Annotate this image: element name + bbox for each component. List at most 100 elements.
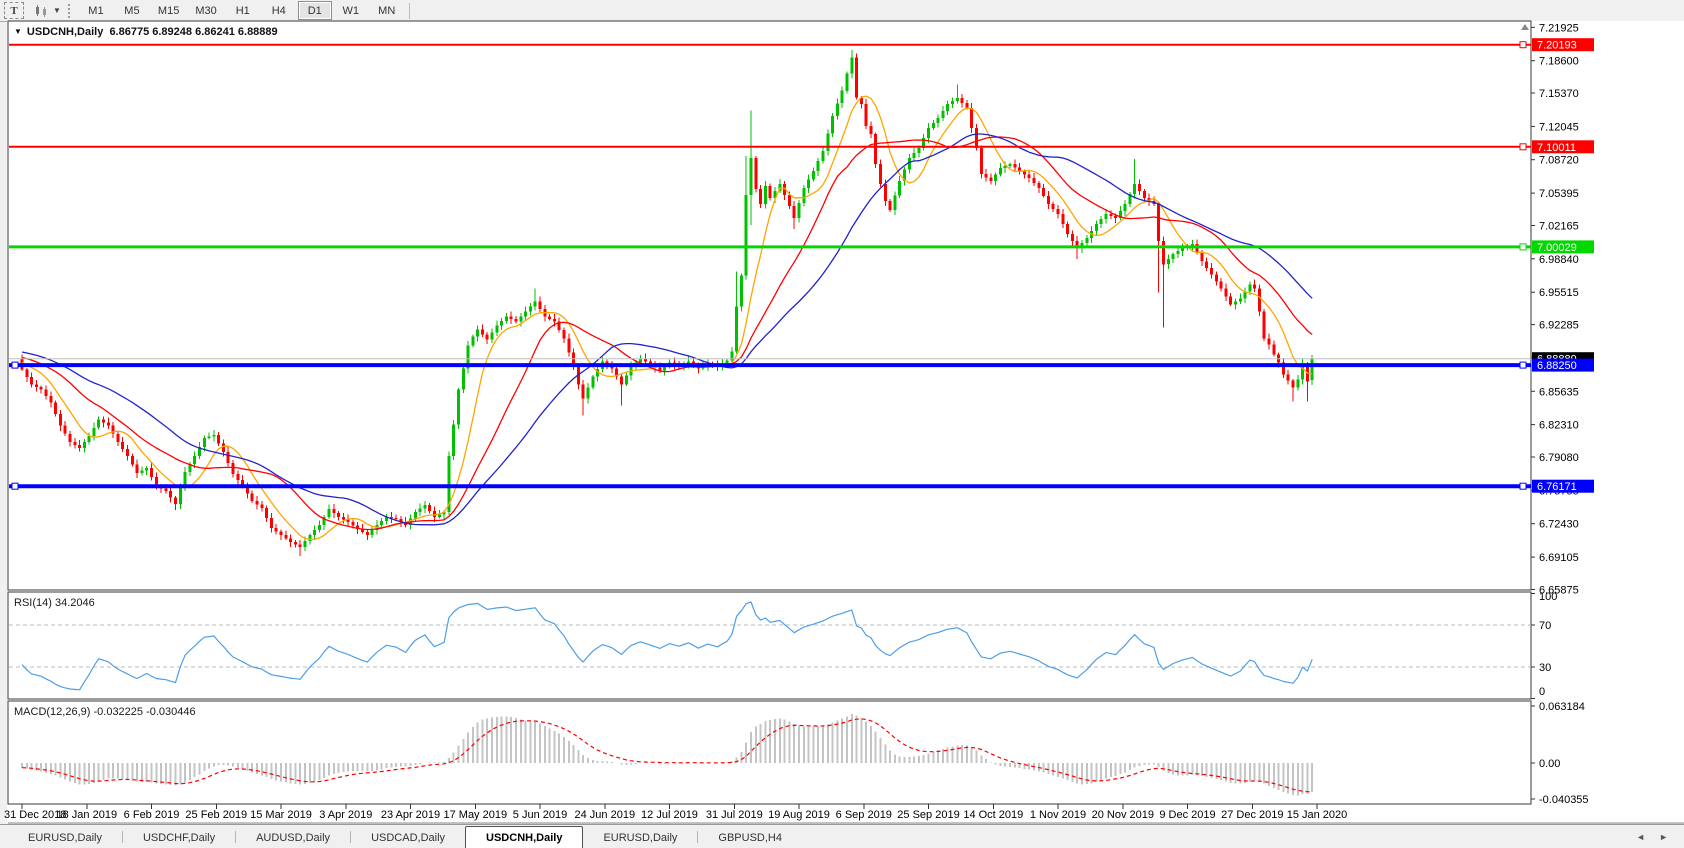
date-tick-label: 23 Apr 2019 [381, 809, 440, 821]
hline-6.76171[interactable] [9, 482, 1531, 490]
price-badge-7.10011: 7.10011 [1532, 140, 1594, 154]
date-tick-label: 14 Oct 2019 [963, 809, 1023, 821]
timeframe-button-m1[interactable]: M1 [88, 4, 104, 17]
symbol-period-label: USDCNH,Daily [26, 26, 104, 38]
candlestick-series [20, 50, 1314, 557]
price-tick-label: 6.98840 [1539, 254, 1579, 266]
date-tick-label: 18 Jan 2019 [57, 809, 118, 821]
price-tick-label: 7.02165 [1539, 221, 1579, 233]
date-tick-label: 6 Sep 2019 [836, 809, 892, 821]
timeframe-button-d1[interactable]: D1 [297, 1, 332, 20]
price-tick-label: 6.95515 [1539, 287, 1579, 299]
tab-separator [235, 831, 237, 843]
price-badge-7.00029: 7.00029 [1532, 240, 1594, 254]
chart-scroll-marker-icon[interactable] [1521, 24, 1529, 30]
timeframe-button-m30[interactable]: M30 [195, 4, 217, 17]
svg-text:6.76171: 6.76171 [1537, 481, 1577, 493]
hline-7.10011[interactable] [9, 143, 1531, 151]
tab-separator [121, 831, 123, 843]
date-tick-label: 12 Jul 2019 [641, 809, 698, 821]
chart-window-title: ▼ USDCNH,Daily 6.86775 6.89248 6.86241 6.… [14, 26, 278, 38]
macd-histogram [21, 714, 1314, 796]
date-tick-label: 19 Aug 2019 [768, 809, 830, 821]
price-badge-6.88250: 6.88250 [1532, 358, 1594, 372]
macd-tick-label: 0.063184 [1539, 701, 1585, 713]
price-badge-7.20193: 7.20193 [1532, 38, 1594, 52]
price-tick-label: 6.85635 [1539, 386, 1579, 398]
date-tick-label: 15 Jan 2020 [1287, 809, 1348, 821]
chart-tab-usdcnh-daily[interactable]: USDCNH,Daily [465, 826, 584, 848]
date-tick-label: 3 Apr 2019 [319, 809, 372, 821]
toolbar-grip[interactable] [67, 3, 74, 18]
date-tick-label: 20 Nov 2019 [1092, 809, 1154, 821]
hline-handle [1519, 482, 1527, 490]
hline-handle [1519, 361, 1527, 369]
tab-scroll-controls: ◄ ► [1636, 825, 1684, 848]
macd-signal-value: -0.030446 [146, 706, 196, 718]
price-tick-label: 6.79080 [1539, 452, 1579, 464]
date-tick-label: 25 Feb 2019 [185, 809, 247, 821]
svg-text:7.20193: 7.20193 [1537, 40, 1577, 52]
date-tick-label: 15 Mar 2019 [250, 809, 312, 821]
hline-handle [1519, 243, 1527, 251]
date-tick-label: 31 Dec 2018 [4, 809, 66, 821]
ohlc-quote: 6.86775 6.89248 6.86241 6.88889 [103, 26, 278, 38]
date-tick-label: 27 Dec 2019 [1221, 809, 1283, 821]
timeframe-button-h4[interactable]: H4 [271, 4, 286, 17]
rsi-tick-label: 70 [1539, 620, 1551, 632]
rsi-tick-label: 0 [1539, 686, 1545, 698]
timeframe-button-w1[interactable]: W1 [342, 4, 359, 17]
date-tick-label: 24 Jun 2019 [575, 809, 636, 821]
chart-tab-eurusd-daily[interactable]: EURUSD,Daily [28, 831, 102, 844]
ma-line-35 [21, 133, 1313, 526]
chart-tab-eurusd-daily[interactable]: EURUSD,Daily [603, 831, 678, 844]
tab-scroll-right-icon[interactable]: ► [1659, 832, 1668, 842]
rsi-indicator-label: RSI(14) 34.2046 [14, 597, 95, 609]
timeframe-button-m15[interactable]: M15 [157, 4, 180, 17]
macd-main-value: -0.032225 [93, 706, 144, 718]
tab-scroll-left-icon[interactable]: ◄ [1636, 832, 1646, 842]
hline-handle [1519, 41, 1527, 49]
chart-tab-gbpusd-h4[interactable]: GBPUSD,H4 [718, 831, 782, 844]
chart-objects-icon[interactable]: ▼ [34, 4, 61, 18]
hline-handle [1519, 143, 1527, 151]
timeframe-button-h1[interactable]: H1 [235, 4, 250, 17]
chart-tab-usdchf-daily[interactable]: USDCHF,Daily [142, 831, 216, 844]
timeframe-button-mn[interactable]: MN [378, 4, 396, 17]
hline-handle [11, 361, 19, 369]
price-tick-label: 6.72430 [1539, 519, 1579, 531]
price-tick-label: 6.92285 [1539, 320, 1579, 332]
date-tick-label: 9 Dec 2019 [1159, 809, 1215, 821]
macd-tick-label: 0.00 [1539, 758, 1560, 770]
chart-tab-usdcad-daily[interactable]: USDCAD,Daily [371, 831, 446, 844]
top-toolbar: T ▼ M1 M5 M15 M30 H1 H4 D1 W1 MN [0, 0, 1684, 22]
ma-line-20 [21, 136, 1313, 531]
price-badge-6.76171: 6.76171 [1532, 479, 1594, 493]
hline-6.88250[interactable] [9, 361, 1531, 369]
price-tick-label: 7.12045 [1539, 121, 1579, 133]
rsi-levels [9, 624, 1531, 668]
rsi-tick-label: 100 [1539, 591, 1557, 603]
date-tick-label: 5 Jun 2019 [513, 809, 567, 821]
price-tick-label: 6.82310 [1539, 420, 1579, 432]
price-tick-label: 7.21925 [1539, 22, 1579, 34]
price-tick-label: 7.18600 [1539, 56, 1579, 68]
price-tick-label: 6.65875 [1539, 585, 1579, 597]
chevron-down-icon: ▼ [53, 6, 61, 15]
toolbar-separator [408, 2, 410, 19]
collapse-triangle-icon: ▼ [14, 27, 22, 36]
chart-tab-audusd-daily[interactable]: AUDUSD,Daily [256, 831, 331, 844]
rsi-value: 34.2046 [54, 597, 95, 609]
svg-text:7.00029: 7.00029 [1537, 242, 1577, 254]
timeframe-button-m5[interactable]: M5 [124, 4, 140, 17]
insert-text-icon[interactable]: T [4, 2, 24, 19]
price-tick-label: 7.08720 [1539, 155, 1579, 167]
price-tick-label: 7.05395 [1539, 188, 1579, 200]
hline-7.20193[interactable] [9, 41, 1531, 49]
tab-separator [350, 831, 352, 843]
hline-7.00029[interactable] [9, 243, 1531, 251]
rsi-panel[interactable] [7, 591, 1532, 700]
hline-handle [11, 482, 19, 490]
